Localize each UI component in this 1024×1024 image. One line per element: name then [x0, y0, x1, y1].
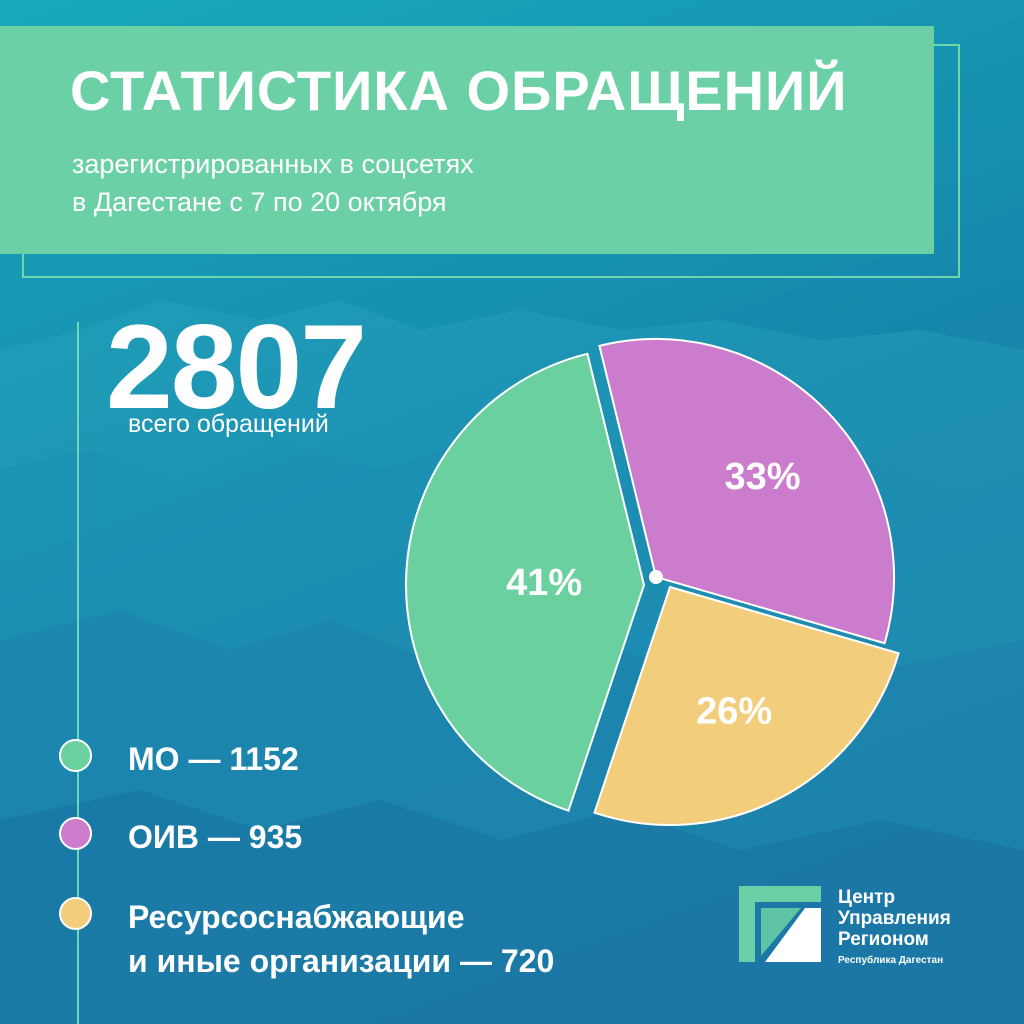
logo-name: Центр Управления Регионом	[838, 887, 951, 950]
pie-slice-label: 26%	[696, 690, 772, 732]
pie-slice	[593, 585, 900, 826]
legend-item-mo: МО — 1152	[59, 737, 299, 781]
pie-slice-label: 33%	[724, 456, 800, 498]
total-count-label: всего обращений	[128, 410, 329, 438]
pie-center-dot	[649, 570, 663, 584]
total-count: 2807	[106, 300, 367, 434]
pie-slice-label: 41%	[506, 562, 582, 604]
legend-dot-mo	[59, 739, 92, 772]
header-box	[0, 26, 934, 254]
legend-dot-oiv	[59, 817, 92, 850]
pie-slice	[598, 338, 895, 645]
legend-label-oiv: ОИВ — 935	[128, 819, 303, 855]
logo-region: Республика Дагестан	[838, 955, 944, 966]
vertical-divider-line	[77, 322, 79, 1024]
legend-item-oiv: ОИВ — 935	[59, 815, 302, 859]
page-title: СТАТИСТИКА ОБРАЩЕНИЙ	[70, 59, 848, 122]
pie-slice	[405, 352, 646, 812]
legend-dot-resource	[59, 897, 92, 930]
legend-label-resource: Ресурсоснабжающие и иные организации — 7…	[128, 899, 555, 979]
logo-icon	[739, 886, 821, 962]
legend-label-mo: МО — 1152	[128, 741, 299, 777]
legend-item-resource: Ресурсоснабжающие и иные организации — 7…	[59, 895, 554, 983]
page-subtitle: зарегистрированных в соцсетях в Дагестан…	[72, 149, 474, 217]
